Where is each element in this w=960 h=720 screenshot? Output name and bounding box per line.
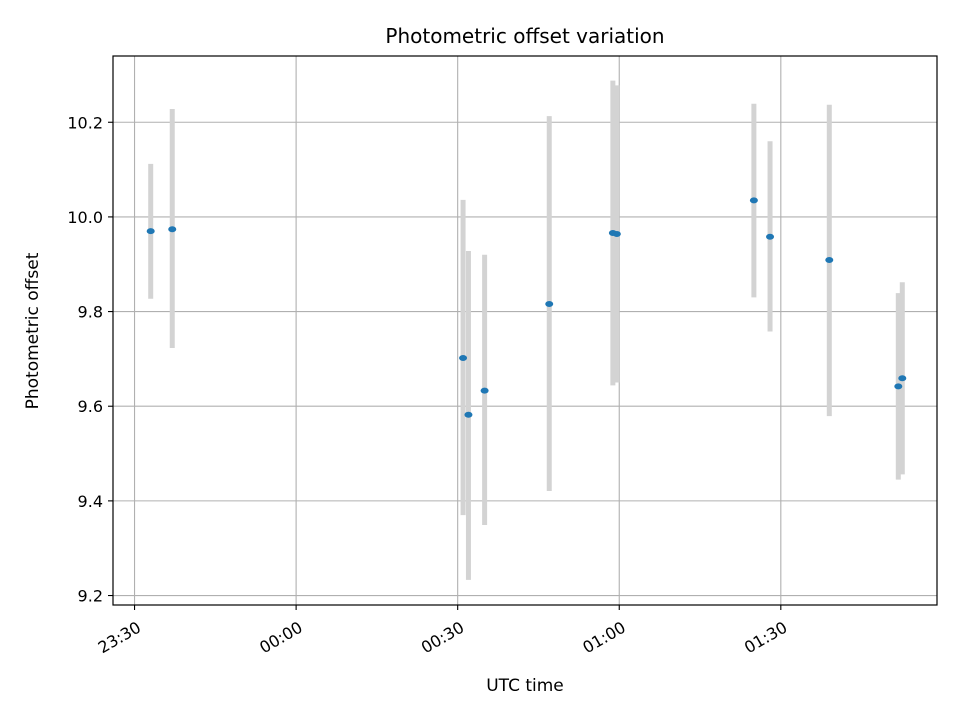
data-point — [894, 383, 903, 390]
data-point — [459, 354, 468, 361]
data-point — [825, 256, 834, 263]
y-tick-label: 9.8 — [78, 303, 103, 322]
y-tick-label: 10.0 — [67, 208, 103, 227]
grid-lines — [113, 56, 937, 605]
data-point — [545, 300, 554, 307]
y-tick-label: 9.6 — [78, 397, 103, 416]
data-point — [146, 228, 155, 235]
data-point — [480, 387, 489, 394]
y-tick-label: 9.2 — [78, 587, 103, 606]
data-point — [749, 197, 758, 204]
y-axis-title: Photometric offset — [23, 252, 43, 409]
data-point — [766, 233, 775, 240]
plot-frame — [112, 55, 938, 606]
y-tick-label: 9.4 — [78, 492, 103, 511]
data-point — [168, 226, 177, 233]
data-point — [612, 230, 621, 237]
y-tick-label: 10.2 — [67, 113, 103, 132]
data-points — [146, 197, 907, 418]
data-point — [898, 375, 907, 382]
x-axis-title: UTC time — [486, 676, 564, 696]
data-point — [464, 411, 473, 418]
chart-title: Photometric offset variation — [385, 24, 664, 48]
